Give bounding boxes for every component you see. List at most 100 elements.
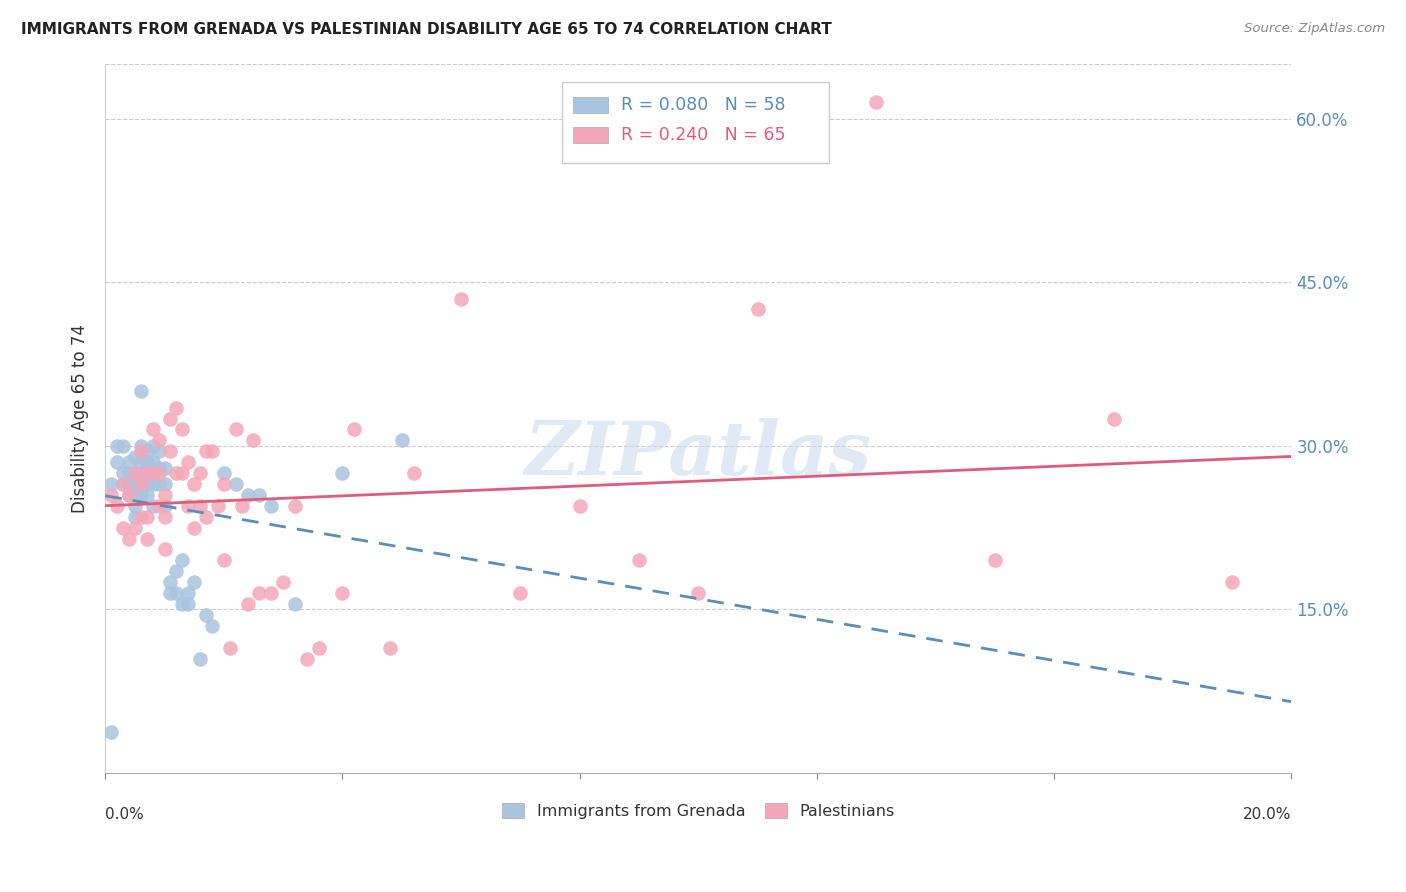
Point <box>118 466 141 480</box>
Point <box>124 477 146 491</box>
Point <box>100 488 122 502</box>
Point <box>249 488 271 502</box>
Point <box>124 466 146 480</box>
Point <box>129 455 152 469</box>
Point <box>212 466 235 480</box>
Point <box>568 499 591 513</box>
Point <box>111 439 134 453</box>
Point <box>378 640 401 655</box>
Point <box>111 466 134 480</box>
Point <box>135 455 157 469</box>
Point <box>212 553 235 567</box>
Point <box>188 499 211 513</box>
FancyBboxPatch shape <box>562 82 828 163</box>
Point <box>135 444 157 458</box>
Point <box>177 499 200 513</box>
Point <box>111 477 134 491</box>
Text: ZIPatlas: ZIPatlas <box>524 417 872 491</box>
Point <box>165 586 187 600</box>
Point <box>195 509 218 524</box>
Point <box>177 597 200 611</box>
Point <box>402 466 425 480</box>
Point <box>188 466 211 480</box>
Point <box>129 466 152 480</box>
Legend: Immigrants from Grenada, Palestinians: Immigrants from Grenada, Palestinians <box>495 797 901 825</box>
Point <box>118 488 141 502</box>
Point <box>135 488 157 502</box>
Y-axis label: Disability Age 65 to 74: Disability Age 65 to 74 <box>72 324 89 513</box>
Text: Source: ZipAtlas.com: Source: ZipAtlas.com <box>1244 22 1385 36</box>
Point <box>142 422 165 436</box>
Point <box>124 466 146 480</box>
Point <box>195 607 218 622</box>
Point <box>159 411 181 425</box>
Point <box>135 532 157 546</box>
Text: 20.0%: 20.0% <box>1243 807 1292 822</box>
Point <box>747 302 769 317</box>
Point <box>105 499 128 513</box>
Point <box>212 477 235 491</box>
Point <box>195 444 218 458</box>
Point <box>165 401 187 415</box>
Point <box>153 542 176 557</box>
Point <box>201 619 224 633</box>
Text: R = 0.080   N = 58: R = 0.080 N = 58 <box>621 96 786 114</box>
Point <box>332 466 354 480</box>
Point <box>148 466 170 480</box>
Point <box>218 640 240 655</box>
Point <box>688 586 710 600</box>
Text: 0.0%: 0.0% <box>105 807 143 822</box>
Point <box>271 575 294 590</box>
Point <box>135 477 157 491</box>
Point <box>148 444 170 458</box>
Point <box>129 439 152 453</box>
Point <box>627 553 650 567</box>
Point <box>142 455 165 469</box>
Point <box>124 488 146 502</box>
Point <box>118 455 141 469</box>
Point <box>1102 411 1125 425</box>
Point <box>236 597 259 611</box>
Point <box>509 586 531 600</box>
Point <box>135 509 157 524</box>
Point <box>105 439 128 453</box>
Point <box>201 444 224 458</box>
Point <box>142 439 165 453</box>
Point <box>172 466 194 480</box>
Text: R = 0.240   N = 65: R = 0.240 N = 65 <box>621 126 786 144</box>
Point <box>153 509 176 524</box>
Point <box>148 499 170 513</box>
Text: IMMIGRANTS FROM GRENADA VS PALESTINIAN DISABILITY AGE 65 TO 74 CORRELATION CHART: IMMIGRANTS FROM GRENADA VS PALESTINIAN D… <box>21 22 832 37</box>
Point <box>129 488 152 502</box>
Point <box>118 532 141 546</box>
Point <box>391 434 413 448</box>
Point <box>865 95 887 110</box>
Point <box>148 460 170 475</box>
Point <box>165 564 187 578</box>
Point <box>242 434 264 448</box>
FancyBboxPatch shape <box>572 128 609 143</box>
Point <box>148 434 170 448</box>
Point <box>177 455 200 469</box>
Point <box>332 586 354 600</box>
Point <box>118 477 141 491</box>
Point <box>100 724 122 739</box>
Point <box>100 477 122 491</box>
Point <box>450 292 472 306</box>
Point <box>124 450 146 464</box>
Point <box>172 553 194 567</box>
Point <box>260 499 283 513</box>
Point <box>153 460 176 475</box>
Point <box>159 586 181 600</box>
Point <box>153 477 176 491</box>
Point <box>159 575 181 590</box>
Point <box>984 553 1007 567</box>
Point <box>183 521 205 535</box>
Point <box>159 444 181 458</box>
Point <box>172 597 194 611</box>
Point <box>129 444 152 458</box>
Point <box>260 586 283 600</box>
Point <box>111 477 134 491</box>
Point <box>236 488 259 502</box>
Point <box>231 499 253 513</box>
